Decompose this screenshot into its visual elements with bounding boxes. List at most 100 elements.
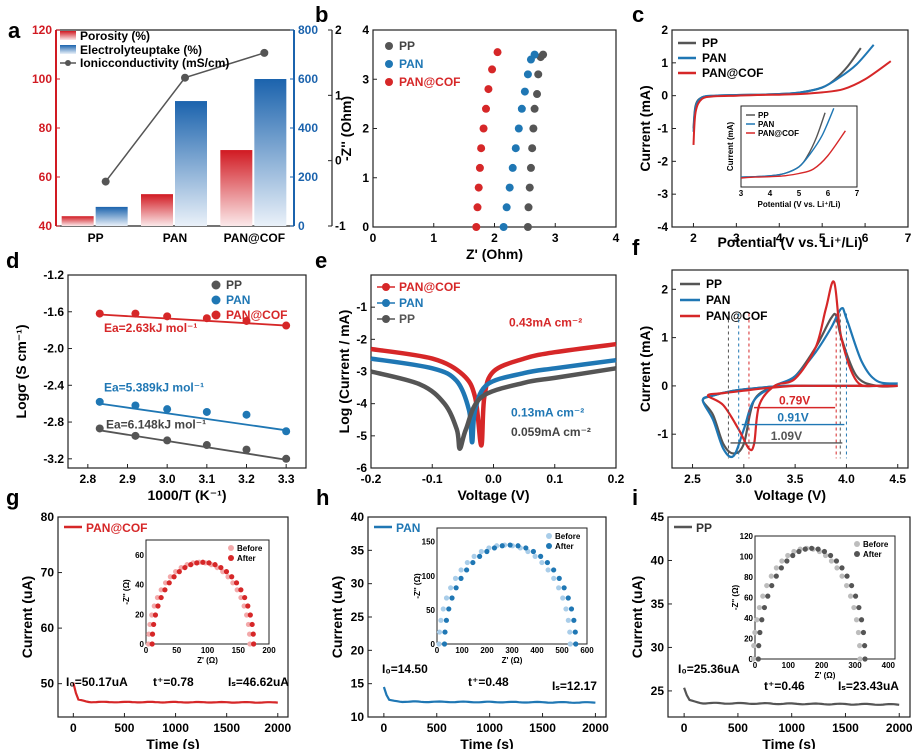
inset-y-label: Current (mA) (726, 122, 735, 172)
nyquist-point (523, 545, 529, 551)
x-tick-label: 3.0 (735, 472, 752, 486)
nyquist-point (765, 593, 771, 599)
nyquist-point (178, 564, 184, 571)
arrhenius-point (163, 312, 172, 321)
inset-x-tick: 0 (753, 661, 758, 670)
arrhenius-point (242, 410, 251, 419)
plot-frame (67, 274, 307, 469)
nyquist-point (815, 546, 821, 552)
nyquist-point (442, 629, 448, 635)
y-axis-label: Current (mA) (637, 326, 653, 412)
nyquist-point (560, 595, 566, 601)
voltage-gap-label: 1.09V (771, 429, 802, 443)
inset-x-tick: 5 (797, 189, 802, 198)
inset-y-label: -Z'' (Ω) (413, 573, 422, 599)
nyquist-point (857, 656, 863, 662)
nyquist-point (839, 573, 845, 579)
x-tick-label: -0.1 (422, 472, 443, 486)
inset-y-tick: 80 (744, 573, 753, 582)
ea-annotation: Ea=5.389kJ mol⁻¹ (104, 381, 204, 395)
nyquist-point (162, 580, 169, 586)
nyquist-point (526, 163, 535, 172)
x-tick-label: 3.2 (238, 472, 255, 486)
inset-legend-marker (546, 543, 552, 549)
initial-current-label: I₀=14.50 (382, 662, 428, 676)
nyquist-point (821, 548, 828, 555)
nyquist-point (530, 50, 539, 59)
nyquist-point (154, 594, 161, 601)
nyquist-point (155, 603, 161, 609)
inset-legend-label: PAN (758, 120, 775, 129)
inset-y-tick: 20 (744, 635, 753, 644)
nyquist-point (858, 617, 865, 623)
legend-label: PAN (226, 293, 250, 307)
nyquist-point (188, 562, 194, 568)
nyquist-point (458, 567, 464, 573)
y-tick-label: 0 (362, 220, 369, 234)
y-tick-label: 25 (351, 610, 365, 624)
panel-label-b: b (315, 2, 328, 27)
nyquist-point (556, 585, 562, 591)
x-tick-label: 2000 (582, 721, 609, 735)
x-tick-label: 4.5 (889, 472, 906, 486)
nyquist-point (241, 603, 247, 609)
legend-label: PAN@COF (702, 66, 763, 80)
nyquist-point (561, 585, 567, 591)
voltage-gap-label: 0.91V (777, 411, 808, 425)
nyquist-point (162, 587, 168, 593)
panel-label-h: h (316, 485, 329, 510)
nyquist-point (843, 582, 850, 589)
nyquist-point (773, 565, 779, 571)
inset-x-tick: 200 (815, 661, 829, 670)
plot-frame (57, 516, 289, 718)
nyquist-point (556, 575, 562, 581)
legend-label: PAN@COF (399, 280, 460, 294)
inset-x-tick: 0 (435, 646, 440, 655)
y-tick-label: -1.2 (43, 268, 64, 282)
inset-x-tick: 3 (739, 189, 744, 198)
current-trace (683, 687, 900, 706)
arrhenius-point (163, 436, 172, 445)
panel-label-e: e (315, 248, 327, 273)
y-tick-label: -3 (657, 187, 668, 201)
nyquist-point (464, 559, 470, 566)
nyquist-point (760, 593, 766, 599)
y-tick-label: -1 (356, 300, 367, 314)
y-right-tick-label: 0 (298, 219, 305, 233)
x-tick-label: 2 (690, 231, 697, 245)
x-tick-label: 0 (70, 721, 77, 735)
nyquist-point (502, 203, 511, 212)
y-tick-label: -2.0 (43, 342, 64, 356)
legend-marker (382, 283, 390, 291)
nyquist-point (759, 617, 765, 623)
legend-label: PAN@COF (399, 75, 460, 89)
nyquist-point (523, 70, 532, 79)
nyquist-point (149, 612, 155, 618)
x-tick-label: 2000 (886, 721, 913, 735)
nyquist-point (152, 612, 159, 618)
arrhenius-point (282, 321, 291, 330)
nyquist-point (567, 641, 573, 647)
nyquist-point (173, 569, 179, 575)
nyquist-point (755, 656, 761, 662)
inset-x-tick: 200 (262, 646, 276, 655)
nyquist-point (567, 629, 573, 635)
arrhenius-point (282, 454, 291, 463)
x-tick-label: 4 (776, 231, 783, 245)
nyquist-point (473, 203, 482, 212)
chart-e: -0.2 -0.1 0.0 0.1 0.2 -6 -5 -4 -3 -2 -1 Voltage (V)… (336, 274, 625, 503)
y-axis-label: Current (mA) (637, 85, 653, 171)
y-tick-label: 35 (351, 543, 365, 557)
y-tick-label: 1 (362, 171, 369, 185)
steady-current-label: Iₛ=46.62uA (228, 675, 289, 689)
inset-legend-label: Before (863, 540, 889, 549)
legend-label: PAN (706, 293, 730, 307)
x-tick-label: 3.5 (787, 472, 804, 486)
ionic-conductivity-point (260, 48, 269, 57)
nyquist-point (218, 564, 224, 571)
nyquist-point (493, 48, 502, 57)
nyquist-point (441, 641, 448, 647)
inset-y-tick: 60 (744, 594, 753, 603)
arrhenius-point (95, 309, 104, 318)
nyquist-point (514, 124, 523, 133)
